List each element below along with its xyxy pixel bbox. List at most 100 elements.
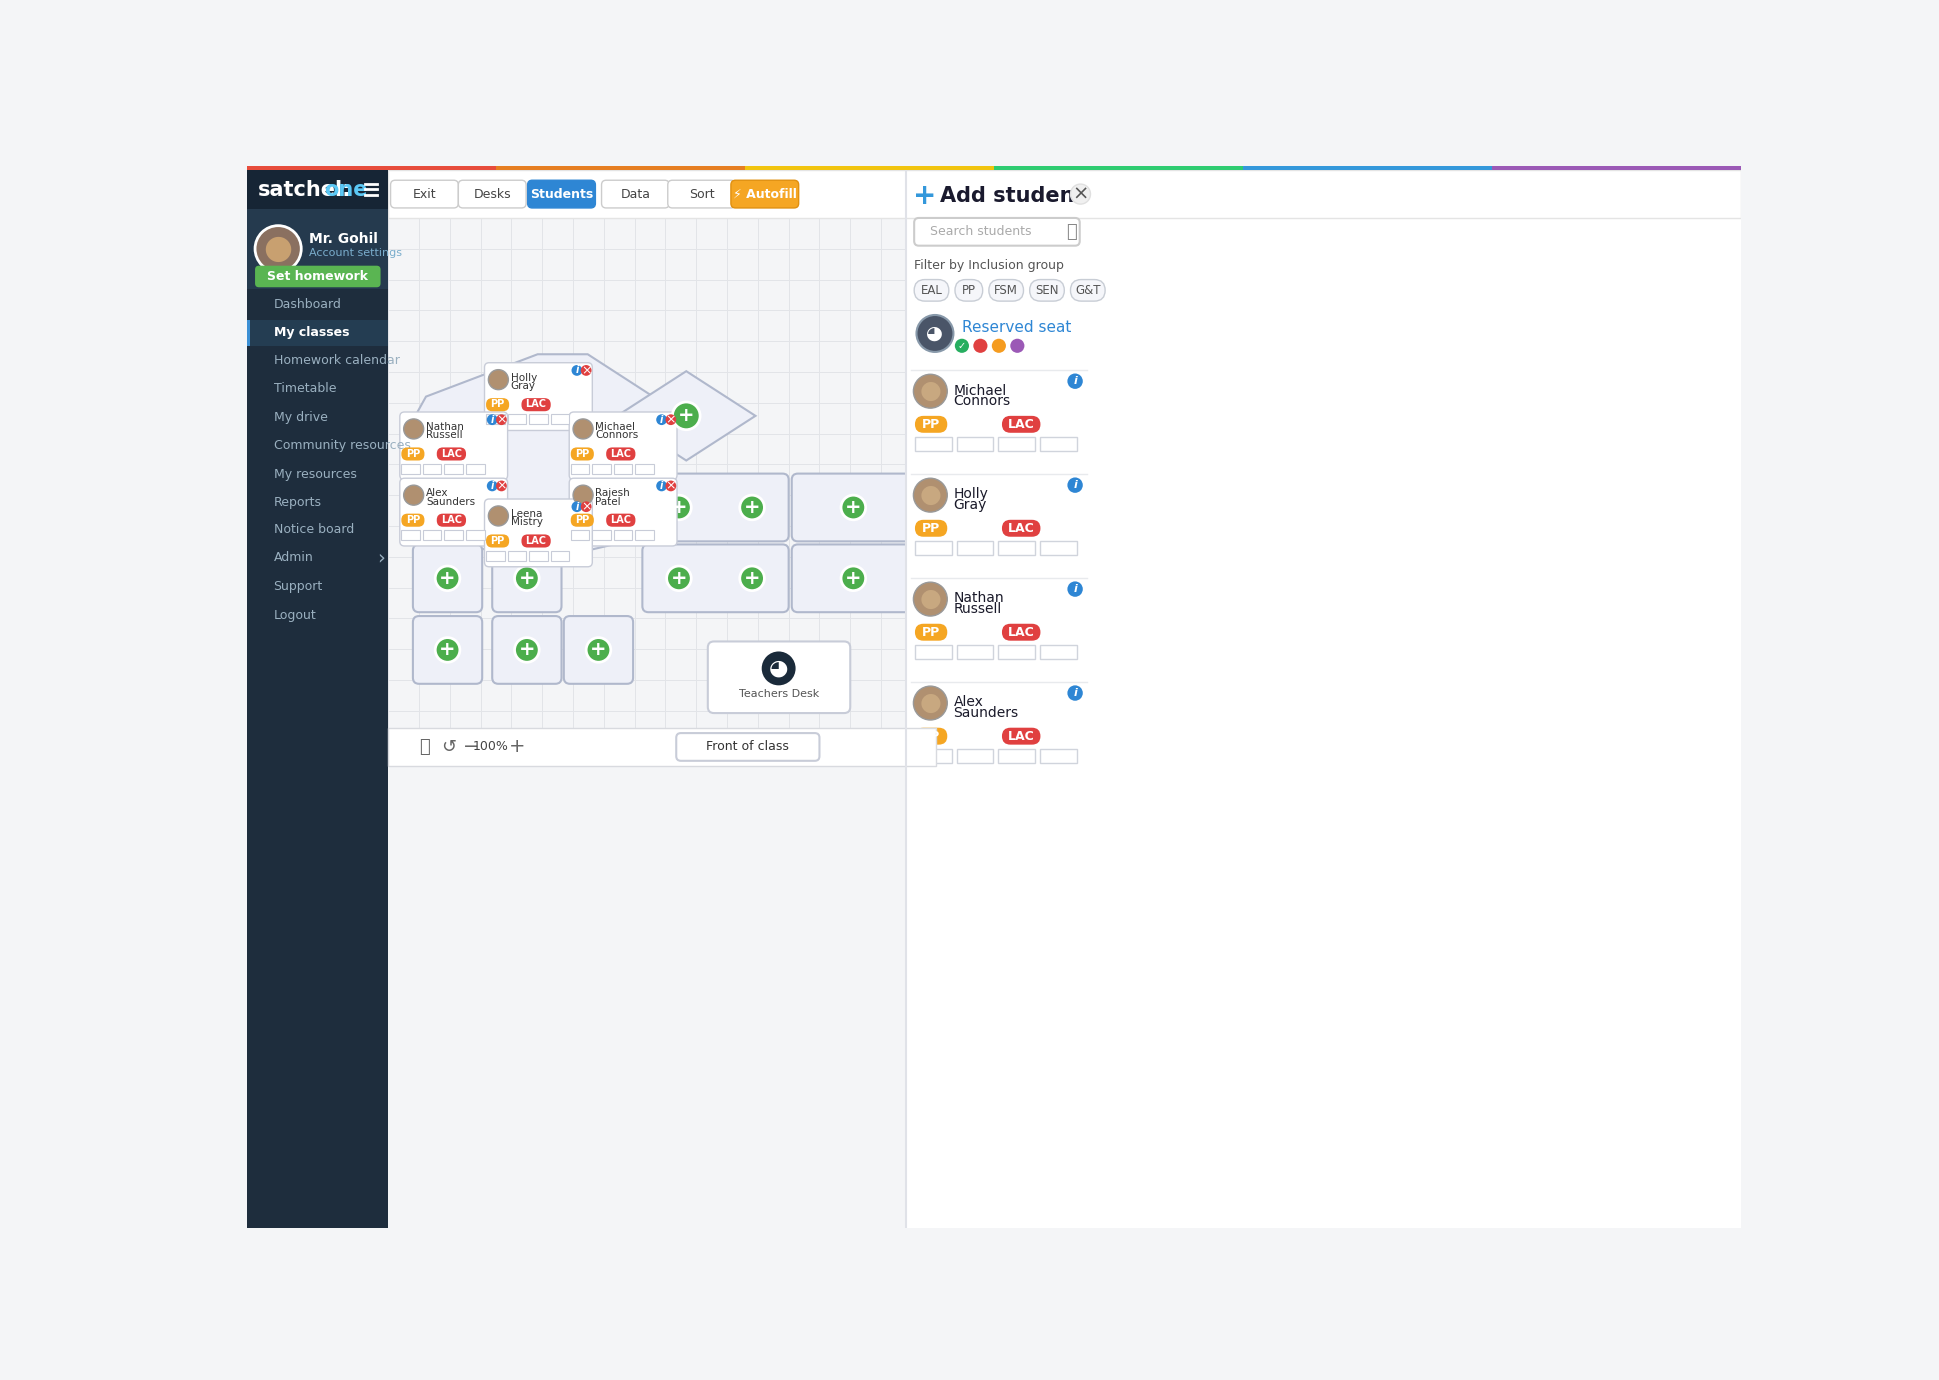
Bar [388, 218, 937, 1228]
Circle shape [667, 495, 690, 520]
Bar [1491, 166, 1741, 170]
Text: i: i [1072, 377, 1076, 386]
Circle shape [1008, 337, 1026, 355]
Bar [246, 166, 496, 170]
Circle shape [514, 566, 539, 591]
Text: Sort: Sort [688, 188, 714, 200]
Text: Connors: Connors [952, 395, 1010, 408]
Circle shape [487, 480, 496, 491]
Text: Nathan: Nathan [427, 422, 463, 432]
Bar [1039, 646, 1076, 660]
Text: Leena: Leena [510, 509, 541, 519]
Text: ●: ● [919, 586, 940, 611]
FancyBboxPatch shape [254, 266, 380, 287]
Text: ×: × [665, 479, 677, 493]
FancyBboxPatch shape [436, 513, 465, 527]
Circle shape [572, 366, 582, 375]
FancyBboxPatch shape [677, 733, 818, 760]
Text: Reserved seat: Reserved seat [962, 320, 1070, 335]
Text: PP: PP [921, 730, 940, 742]
Circle shape [1066, 686, 1082, 701]
Text: one: one [324, 181, 368, 200]
FancyBboxPatch shape [1070, 280, 1105, 301]
Text: ×: × [580, 364, 591, 377]
Text: LAC: LAC [440, 448, 461, 458]
Text: Russell: Russell [427, 431, 461, 440]
Text: PP: PP [491, 535, 504, 545]
Text: ⚡ Autofill: ⚡ Autofill [733, 188, 797, 200]
Bar [496, 166, 745, 170]
Text: My classes: My classes [273, 326, 349, 339]
Text: Michael: Michael [952, 384, 1006, 397]
Bar [997, 437, 1035, 451]
Circle shape [586, 638, 611, 662]
Bar [997, 749, 1035, 763]
FancyBboxPatch shape [487, 399, 508, 411]
FancyBboxPatch shape [401, 447, 425, 461]
FancyBboxPatch shape [605, 447, 636, 461]
Text: ⌕: ⌕ [1065, 222, 1076, 242]
Bar [423, 530, 442, 540]
Text: ◕: ◕ [927, 324, 942, 344]
FancyBboxPatch shape [915, 520, 946, 537]
FancyBboxPatch shape [1001, 520, 1039, 537]
FancyBboxPatch shape [915, 415, 946, 433]
FancyBboxPatch shape [390, 181, 458, 208]
Text: Community resources: Community resources [273, 439, 411, 453]
FancyBboxPatch shape [1001, 415, 1039, 433]
Text: LAC: LAC [525, 535, 547, 545]
Circle shape [971, 337, 989, 355]
Bar [388, 727, 937, 766]
Text: i: i [659, 480, 663, 491]
Text: Alex: Alex [952, 696, 983, 709]
Text: Rajesh: Rajesh [595, 489, 630, 498]
Text: Homework calendar: Homework calendar [273, 353, 399, 367]
Text: EAL: EAL [921, 284, 942, 297]
Circle shape [913, 582, 946, 615]
Circle shape [496, 414, 506, 425]
Circle shape [913, 479, 946, 512]
Text: i: i [659, 415, 663, 425]
FancyBboxPatch shape [911, 578, 1086, 673]
Bar [551, 551, 568, 560]
Bar [529, 551, 547, 560]
Circle shape [665, 414, 677, 425]
Text: PP: PP [405, 448, 421, 458]
Bar [246, 166, 388, 1228]
Bar [636, 530, 653, 540]
Circle shape [580, 366, 591, 375]
Text: SEN: SEN [1035, 284, 1059, 297]
FancyBboxPatch shape [601, 181, 669, 208]
Text: Front of class: Front of class [706, 741, 789, 753]
Text: +: + [677, 406, 694, 425]
Text: PP: PP [574, 515, 589, 524]
FancyBboxPatch shape [954, 280, 983, 301]
Text: Mistry: Mistry [510, 518, 543, 527]
Text: PP: PP [921, 418, 940, 431]
Circle shape [572, 501, 582, 512]
Text: ●: ● [264, 232, 293, 265]
FancyBboxPatch shape [570, 513, 593, 527]
Text: LAC: LAC [525, 399, 547, 410]
Text: Notice board: Notice board [273, 523, 353, 535]
Text: ✓: ✓ [958, 341, 966, 351]
Text: i: i [1072, 584, 1076, 595]
Text: +: + [589, 640, 607, 660]
Bar [591, 530, 611, 540]
Text: ×: × [496, 479, 506, 493]
Text: 100%: 100% [473, 741, 508, 753]
FancyBboxPatch shape [564, 615, 632, 684]
FancyBboxPatch shape [605, 513, 636, 527]
Circle shape [487, 414, 496, 425]
Circle shape [489, 370, 508, 389]
FancyBboxPatch shape [1001, 727, 1039, 745]
Bar [915, 749, 952, 763]
Text: ●: ● [919, 483, 940, 508]
FancyBboxPatch shape [913, 280, 948, 301]
Text: Search students: Search students [929, 225, 1030, 239]
Text: Russell: Russell [952, 602, 1001, 617]
Text: Reports: Reports [273, 497, 322, 509]
Text: Gray: Gray [952, 498, 987, 512]
Bar [613, 530, 632, 540]
Text: LAC: LAC [1006, 522, 1033, 535]
